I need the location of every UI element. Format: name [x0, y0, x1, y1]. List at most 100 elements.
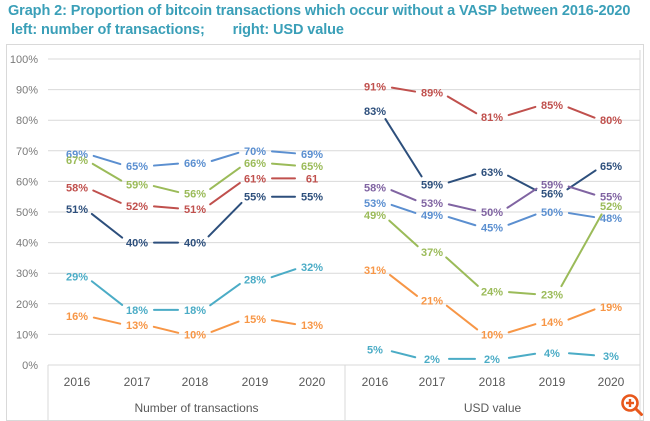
y-tick-label: 50%	[16, 207, 38, 219]
line-segment-series-cyan	[90, 280, 124, 306]
data-label-series-purple: 59%	[541, 179, 563, 191]
data-label-series-red: 85%	[541, 100, 563, 112]
line-segment-series-green	[152, 185, 180, 194]
data-label-series-cyan: 29%	[66, 271, 88, 283]
line-segment-series-red	[507, 105, 537, 117]
line-segment-series-red	[567, 106, 596, 119]
data-label-series-orange: 19%	[600, 302, 622, 314]
data-label-series-green: 49%	[364, 210, 386, 222]
data-label-series-green: 67%	[66, 155, 88, 167]
line-segment-series-cyan	[209, 282, 241, 307]
data-label-series-cyan: 4%	[544, 348, 560, 360]
y-tick-label: 30%	[16, 268, 38, 280]
data-label-series-green: 56%	[184, 189, 206, 201]
data-label-series-green: 37%	[421, 247, 443, 259]
data-label-series-green: 59%	[126, 179, 148, 191]
line-segment-series-green	[91, 162, 123, 182]
x-category-label: 2019	[242, 375, 269, 389]
data-labels: 69%65% 66%70% 69%67%59%56%66% 65%58%52% 51%6…	[66, 82, 622, 366]
line-segment-series-light-blue	[270, 150, 297, 155]
line-segment-series-cyan	[567, 352, 596, 357]
data-label-series-cyan: 2%	[424, 354, 440, 366]
line-segment-series-purple	[390, 189, 417, 202]
data-label-series-light-blue: 69%	[301, 149, 323, 161]
title-left-label: left: number of transactions;	[11, 22, 205, 38]
y-tick-label: 40%	[16, 238, 38, 250]
data-label-series-orange: 15%	[244, 314, 266, 326]
data-label-series-light-blue: 70%	[244, 146, 266, 158]
data-label-series-navy: 40%	[126, 238, 148, 250]
line-segment-series-green	[270, 162, 297, 167]
line-segment-series-red	[390, 86, 417, 93]
line-segment-series-cyan	[270, 268, 297, 279]
data-label-series-orange: 13%	[301, 320, 323, 332]
data-label-series-navy: 83%	[364, 106, 386, 118]
data-label-series-red: 61%	[244, 173, 266, 185]
data-label-series-red: 80%	[600, 115, 622, 127]
line-segment-series-orange	[388, 273, 419, 297]
data-label-series-red: 51%	[184, 204, 206, 216]
x-category-label: 2019	[539, 375, 566, 389]
x-category-label: 2018	[182, 375, 209, 389]
title-right-label: right: USD value	[232, 22, 344, 38]
data-label-series-cyan: 18%	[184, 305, 206, 317]
panel-label: Number of transactions	[134, 401, 258, 415]
chart-title: Graph 2: Proportion of bitcoin transacti…	[8, 2, 630, 40]
y-tick-label: 80%	[16, 115, 38, 127]
data-label-series-cyan: 3%	[603, 351, 619, 363]
zoom-in-button[interactable]	[620, 393, 644, 417]
line-segment-series-red	[209, 181, 241, 206]
line-segment-series-navy	[90, 212, 124, 239]
data-label-series-orange: 14%	[541, 317, 563, 329]
data-label-series-navy: 56%	[541, 189, 563, 201]
line-segment-series-purple	[506, 187, 538, 209]
data-label-series-green: 65%	[301, 161, 323, 173]
line-segment-series-orange	[152, 325, 180, 334]
data-label-series-navy: 55%	[244, 192, 266, 204]
data-label-series-green: 66%	[244, 158, 266, 170]
data-label-series-orange: 10%	[481, 329, 503, 341]
data-label-series-green: 23%	[541, 290, 563, 302]
line-segment-series-green	[445, 256, 479, 287]
x-axis-categories: 2016 2017 2018 2019 2020 Number of transactio…	[64, 375, 625, 415]
data-label-series-orange: 21%	[421, 296, 443, 308]
y-tick-label: 10%	[16, 329, 38, 341]
line-segment-series-light-blue	[152, 162, 180, 167]
y-axis-ticks: 0% 10% 20% 30% 40% 50% 60% 70% 80% 90% 100%	[10, 54, 38, 372]
line-segment-series-orange	[507, 323, 537, 334]
y-tick-label: 70%	[16, 146, 38, 158]
data-label-series-light-blue: 53%	[364, 198, 386, 210]
data-label-series-light-blue: 65%	[126, 161, 148, 173]
series-lines	[90, 86, 603, 360]
data-label-series-purple: 58%	[364, 183, 386, 195]
data-label-series-orange: 16%	[66, 311, 88, 323]
line-segment-series-purple	[447, 203, 477, 212]
x-category-label: 2020	[299, 375, 326, 389]
x-category-label: 2016	[362, 375, 389, 389]
data-label-series-light-blue: 45%	[481, 222, 503, 234]
line-segment-series-orange	[445, 304, 479, 331]
data-label-series-green: 24%	[481, 287, 503, 299]
data-label-series-red: 81%	[481, 112, 503, 124]
panel-label: USD value	[464, 401, 522, 415]
line-segment-series-light-blue	[447, 216, 477, 227]
y-tick-label: 60%	[16, 176, 38, 188]
line-segment-series-red	[446, 95, 478, 115]
line-segment-series-navy	[207, 201, 243, 238]
line-segment-series-light-blue	[390, 203, 417, 214]
data-label-series-navy: 59%	[421, 179, 443, 191]
data-label-series-red: 89%	[421, 88, 443, 100]
y-tick-label: 20%	[16, 299, 38, 311]
line-segment-series-cyan	[507, 352, 537, 359]
data-label-series-purple: 53%	[421, 198, 443, 210]
data-label-series-red: 61	[306, 173, 318, 185]
line-segment-series-cyan	[390, 350, 417, 359]
data-label-series-red: 58%	[66, 183, 88, 195]
line-segment-series-green	[507, 291, 537, 296]
line-segment-series-green	[388, 219, 419, 248]
x-category-label: 2017	[419, 375, 446, 389]
line-segment-series-purple	[567, 185, 596, 196]
data-label-series-light-blue: 66%	[184, 158, 206, 170]
line-segment-series-green	[209, 166, 241, 191]
line-segment-series-navy	[447, 173, 477, 184]
